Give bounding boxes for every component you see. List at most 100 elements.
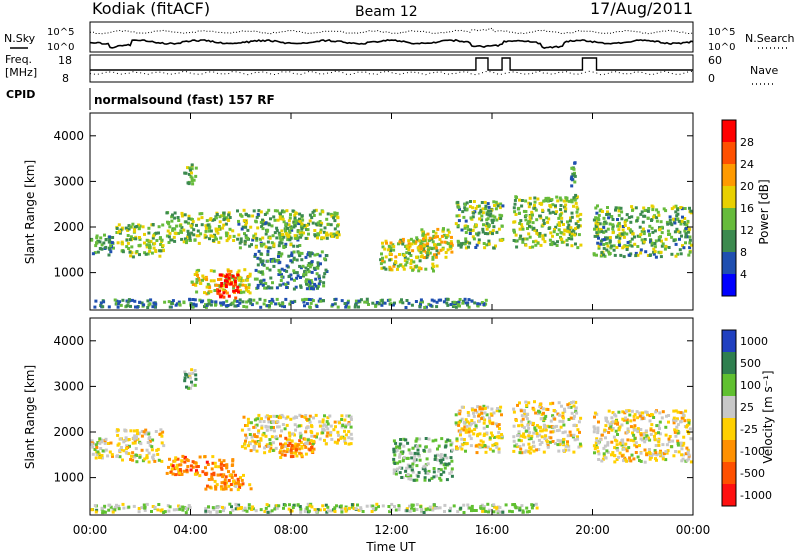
heatmap-cell bbox=[522, 426, 526, 430]
heatmap-cell bbox=[481, 211, 485, 215]
heatmap-cell bbox=[237, 219, 240, 223]
heatmap-cell bbox=[492, 246, 496, 250]
heatmap-cell bbox=[673, 221, 677, 225]
heatmap-cell bbox=[220, 481, 224, 485]
heatmap-cell bbox=[237, 503, 241, 507]
heatmap-cell bbox=[204, 509, 208, 513]
heatmap-cell bbox=[102, 510, 106, 514]
heatmap-cell bbox=[650, 454, 654, 457]
colorbar-swatch bbox=[722, 330, 736, 352]
heatmap-cell bbox=[381, 504, 385, 508]
heatmap-cell bbox=[489, 412, 493, 416]
heatmap-cell bbox=[518, 222, 522, 225]
heatmap-cell bbox=[650, 241, 654, 245]
heatmap-cell bbox=[428, 251, 432, 255]
heatmap-cell bbox=[527, 205, 531, 209]
heatmap-cell bbox=[346, 301, 350, 305]
heatmap-cell bbox=[434, 235, 438, 239]
heatmap-cell bbox=[432, 265, 436, 269]
heatmap-cell bbox=[564, 207, 568, 211]
colorbar-tick-label: 100 bbox=[740, 379, 761, 392]
heatmap-cell bbox=[255, 238, 259, 242]
heatmap-cell bbox=[544, 426, 548, 430]
heatmap-cell bbox=[224, 216, 228, 220]
heatmap-cell bbox=[438, 459, 442, 463]
heatmap-cell bbox=[99, 447, 103, 450]
heatmap-cell bbox=[148, 302, 152, 306]
heatmap-cell bbox=[178, 468, 182, 471]
heatmap-cell bbox=[432, 475, 436, 479]
heatmap-cell bbox=[424, 471, 428, 475]
heatmap-cell bbox=[180, 237, 184, 241]
heatmap-cell bbox=[682, 441, 686, 445]
heatmap-cell bbox=[546, 220, 550, 224]
heatmap-cell bbox=[119, 303, 123, 307]
heatmap-cell bbox=[597, 441, 601, 445]
heatmap-cell bbox=[241, 279, 245, 283]
heatmap-cell bbox=[325, 236, 329, 240]
heatmap-cell bbox=[456, 224, 460, 227]
heatmap-cell bbox=[264, 245, 268, 249]
heatmap-cell bbox=[237, 222, 241, 226]
heatmap-cell bbox=[286, 226, 290, 230]
heatmap-cell bbox=[593, 411, 597, 415]
heatmap-cell bbox=[336, 224, 339, 228]
noise-panel-frame bbox=[89, 21, 694, 53]
heatmap-cell bbox=[392, 248, 396, 252]
heatmap-cell bbox=[428, 236, 432, 240]
heatmap-cell bbox=[325, 510, 329, 514]
heatmap-cell bbox=[294, 446, 298, 450]
heatmap-cell bbox=[271, 281, 274, 285]
heatmap-cell bbox=[605, 449, 609, 453]
heatmap-cell bbox=[517, 438, 521, 442]
heatmap-cell bbox=[137, 507, 141, 510]
heatmap-cell bbox=[419, 255, 423, 259]
heatmap-cell bbox=[305, 508, 309, 511]
heatmap-cell bbox=[221, 226, 225, 230]
heatmap-cell bbox=[652, 416, 656, 419]
heatmap-cell bbox=[150, 510, 153, 513]
heatmap-cell bbox=[142, 303, 146, 307]
heatmap-cell bbox=[555, 195, 559, 199]
heatmap-cell bbox=[290, 277, 293, 281]
heatmap-cell bbox=[484, 207, 488, 211]
heatmap-cell bbox=[157, 458, 161, 462]
heatmap-cell bbox=[458, 298, 462, 301]
heatmap-cell bbox=[264, 444, 268, 448]
heatmap-cell bbox=[567, 448, 571, 452]
heatmap-cell bbox=[261, 222, 265, 226]
heatmap-cell bbox=[527, 420, 531, 424]
heatmap-cell bbox=[602, 216, 606, 220]
heatmap-cell bbox=[324, 503, 328, 507]
heatmap-cell bbox=[210, 475, 214, 479]
heatmap-cell bbox=[291, 301, 295, 304]
heatmap-cell bbox=[255, 423, 259, 427]
heatmap-cell bbox=[575, 195, 579, 199]
heatmap-cell bbox=[512, 439, 516, 443]
heatmap-cell bbox=[322, 284, 326, 288]
heatmap-cell bbox=[567, 223, 571, 227]
heatmap-cell bbox=[446, 303, 450, 307]
heatmap-cell bbox=[625, 421, 629, 425]
heatmap-cell bbox=[573, 438, 577, 442]
heatmap-cell bbox=[187, 386, 191, 390]
heatmap-cell bbox=[404, 263, 408, 267]
heatmap-cell bbox=[95, 234, 99, 238]
heatmap-cell bbox=[629, 425, 633, 429]
heatmap-cell bbox=[572, 196, 576, 200]
heatmap-cell bbox=[308, 281, 312, 285]
heatmap-cell bbox=[517, 206, 521, 210]
heatmap-cell bbox=[180, 459, 184, 463]
heatmap-cell bbox=[397, 508, 401, 512]
heatmap-cell bbox=[457, 420, 461, 424]
heatmap-cell bbox=[638, 225, 642, 229]
heatmap-cell bbox=[674, 434, 678, 438]
heatmap-cell bbox=[514, 419, 518, 422]
heatmap-cell bbox=[579, 416, 583, 420]
heatmap-cell bbox=[405, 260, 409, 264]
heatmap-cell bbox=[550, 198, 554, 202]
heatmap-cell bbox=[603, 428, 607, 432]
heatmap-cell bbox=[512, 424, 516, 428]
heatmap-cell bbox=[109, 250, 113, 254]
heatmap-cell bbox=[684, 241, 687, 245]
